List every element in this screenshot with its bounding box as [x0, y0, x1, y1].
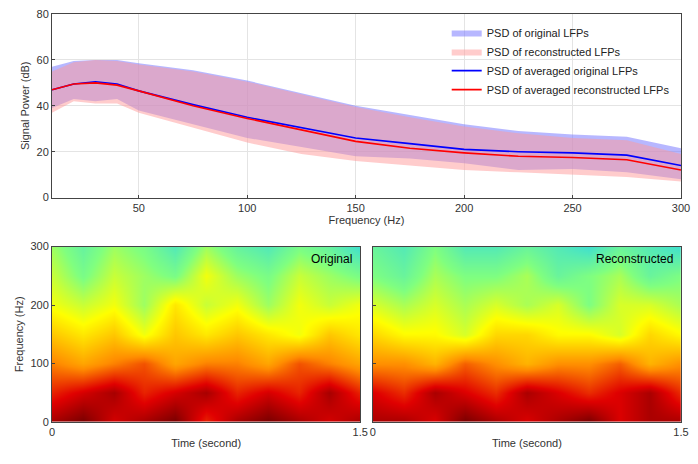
svg-text:1.5: 1.5 [673, 426, 688, 438]
svg-text:0: 0 [370, 426, 376, 438]
svg-text:0: 0 [43, 416, 49, 428]
svg-text:250: 250 [563, 202, 581, 214]
svg-text:PSD of original LFPs: PSD of original LFPs [487, 27, 590, 39]
svg-text:150: 150 [346, 202, 364, 214]
svg-text:Original: Original [311, 252, 352, 266]
svg-text:Time (second): Time (second) [171, 437, 241, 449]
svg-text:300: 300 [30, 240, 48, 252]
svg-text:200: 200 [30, 299, 48, 311]
svg-text:PSD of averaged reconstructed: PSD of averaged reconstructed LFPs [487, 84, 670, 96]
svg-text:20: 20 [37, 146, 49, 158]
svg-text:200: 200 [455, 202, 473, 214]
svg-text:PSD of averaged original LFPs: PSD of averaged original LFPs [487, 65, 639, 77]
svg-text:1.5: 1.5 [353, 426, 368, 438]
svg-text:0: 0 [49, 426, 55, 438]
svg-text:PSD of reconstructed LFPs: PSD of reconstructed LFPs [487, 46, 621, 58]
svg-text:100: 100 [238, 202, 256, 214]
svg-text:80: 80 [37, 8, 49, 20]
svg-text:300: 300 [672, 202, 690, 214]
svg-text:Frequency (Hz): Frequency (Hz) [329, 214, 405, 226]
svg-text:60: 60 [37, 54, 49, 66]
svg-text:40: 40 [37, 100, 49, 112]
svg-text:Reconstructed: Reconstructed [596, 252, 673, 266]
svg-text:50: 50 [133, 202, 145, 214]
svg-text:Frequency (Hz): Frequency (Hz) [13, 296, 25, 372]
svg-text:Time (second): Time (second) [492, 437, 562, 449]
svg-text:0: 0 [43, 191, 49, 203]
svg-text:Signal Power (dB): Signal Power (dB) [19, 61, 31, 150]
svg-text:100: 100 [30, 357, 48, 369]
